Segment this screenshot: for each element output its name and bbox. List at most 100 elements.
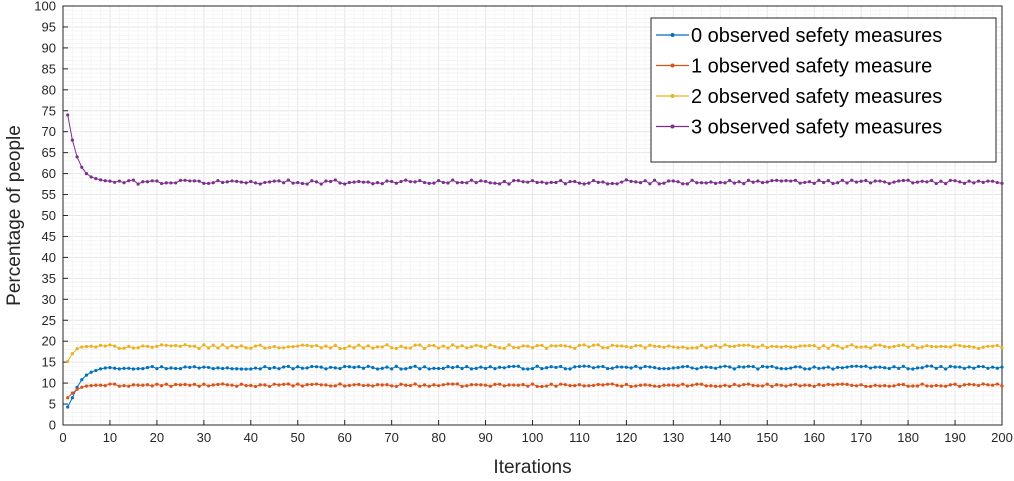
data-point: [310, 382, 314, 387]
data-point: [638, 181, 643, 185]
data-point: [587, 384, 591, 388]
data-point: [793, 382, 798, 386]
data-point: [897, 383, 901, 387]
data-point: [437, 179, 441, 183]
data-point: [197, 346, 201, 351]
data-point: [305, 383, 309, 387]
data-point: [667, 179, 671, 183]
data-point: [568, 384, 572, 388]
data-point: [756, 179, 760, 183]
data-point: [375, 181, 380, 185]
data-point: [634, 344, 638, 348]
data-point: [404, 346, 408, 350]
data-point: [606, 366, 610, 371]
series-1: [66, 382, 1004, 400]
data-point: [976, 383, 981, 388]
data-point: [784, 367, 788, 371]
data-point: [554, 344, 558, 348]
data-point: [911, 343, 915, 347]
data-point: [347, 344, 351, 348]
data-point: [108, 382, 112, 386]
data-point: [113, 382, 117, 386]
data-point: [526, 384, 530, 388]
data-point: [526, 180, 530, 184]
data-point: [944, 181, 948, 186]
data-point: [793, 178, 798, 182]
data-point: [319, 346, 323, 350]
data-point: [474, 343, 478, 347]
data-point: [394, 384, 398, 388]
data-point: [981, 382, 985, 386]
data-point: [249, 346, 253, 350]
data-point: [850, 364, 854, 368]
data-point: [352, 346, 356, 350]
data-point: [948, 383, 952, 387]
data-point: [446, 346, 450, 350]
data-point: [587, 345, 591, 349]
data-point: [568, 345, 572, 349]
data-point: [662, 181, 666, 185]
data-point: [512, 364, 516, 368]
data-point: [944, 384, 948, 388]
data-point: [563, 344, 567, 348]
data-point: [981, 345, 985, 349]
y-tick-label: 75: [42, 103, 56, 118]
data-point: [427, 343, 431, 348]
data-point: [925, 180, 929, 184]
data-point: [751, 365, 755, 369]
data-point: [779, 367, 783, 371]
y-tick-label: 0: [49, 418, 56, 433]
data-point: [939, 364, 943, 369]
data-point: [620, 344, 624, 348]
data-point: [282, 181, 286, 185]
data-point: [751, 383, 755, 388]
y-tick-label: 85: [42, 61, 56, 76]
data-point: [554, 180, 558, 185]
data-point: [197, 366, 201, 370]
data-point: [850, 383, 854, 387]
x-tick-label: 90: [478, 430, 492, 445]
y-tick-label: 65: [42, 145, 56, 160]
data-point: [887, 366, 891, 371]
data-point: [385, 179, 389, 183]
data-point: [798, 344, 802, 348]
data-point: [544, 346, 549, 350]
data-point: [821, 180, 826, 185]
data-point: [718, 180, 722, 185]
data-point: [521, 383, 525, 387]
data-point: [404, 367, 408, 371]
data-point: [521, 344, 525, 348]
data-point: [329, 365, 333, 369]
data-point: [324, 383, 328, 387]
data-point: [864, 345, 868, 349]
data-point: [324, 179, 328, 183]
data-point: [117, 367, 121, 371]
data-point: [300, 181, 305, 186]
data-point: [807, 344, 812, 348]
data-point: [286, 382, 290, 386]
x-tick-label: 70: [384, 430, 398, 445]
data-point: [94, 383, 98, 387]
data-point: [380, 383, 384, 387]
data-point: [995, 382, 999, 386]
data-point: [826, 179, 830, 183]
data-point: [840, 382, 844, 386]
data-point: [737, 384, 741, 388]
data-point: [174, 181, 178, 185]
data-point: [94, 345, 98, 349]
data-point: [136, 383, 140, 387]
data-point: [451, 178, 455, 182]
data-point: [821, 383, 826, 388]
x-tick-label: 80: [431, 430, 445, 445]
data-point: [131, 367, 136, 371]
data-point: [883, 344, 887, 349]
data-point: [221, 366, 225, 371]
data-point: [892, 344, 896, 349]
data-point: [192, 382, 197, 386]
data-point: [606, 182, 610, 186]
data-point: [516, 179, 521, 183]
y-tick-label: 100: [34, 0, 56, 14]
data-point: [221, 180, 225, 185]
data-point: [502, 346, 506, 350]
data-point: [338, 366, 342, 371]
